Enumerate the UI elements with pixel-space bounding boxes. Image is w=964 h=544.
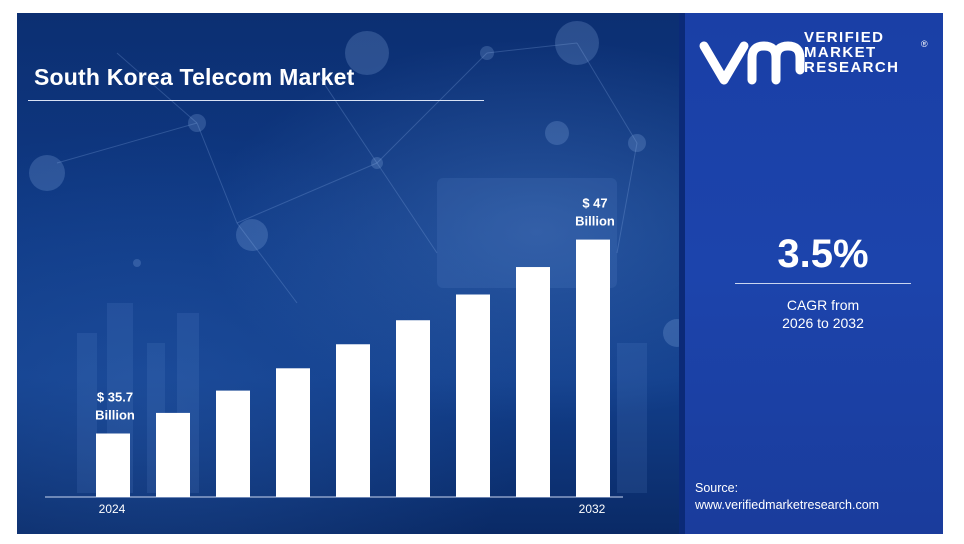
cagr-label-line-2: 2026 to 2032	[782, 315, 864, 331]
bar-unit-label-2024: Billion	[95, 408, 135, 423]
chart-title: South Korea Telecom Market	[34, 64, 355, 90]
x-tick-label-2024: 2024	[99, 502, 126, 516]
panel-divider	[679, 13, 685, 534]
bar-2024	[96, 433, 130, 497]
bar-2025	[156, 412, 190, 497]
cagr-label-line-1: CAGR from	[786, 297, 860, 313]
title-underline	[28, 100, 484, 101]
bar-2027	[276, 368, 310, 497]
cagr-label: CAGR from 2026 to 2032	[730, 296, 916, 332]
bar-2032	[576, 239, 610, 498]
cagr-divider	[735, 283, 911, 284]
brand-line-1: VERIFIED	[804, 29, 885, 46]
bar-2029	[396, 320, 430, 497]
source-label: Source:	[695, 481, 739, 495]
bar-2028	[336, 344, 370, 497]
registered-mark: ®	[921, 39, 928, 49]
bar-value-label-2024: $ 35.7	[97, 390, 133, 405]
bar-2031	[516, 267, 550, 497]
bar-2030	[456, 294, 490, 497]
bar-unit-label-2032: Billion	[575, 214, 615, 229]
bar-2026	[216, 390, 250, 497]
x-tick-label-2032: 2032	[579, 502, 606, 516]
source-url[interactable]: www.verifiedmarketresearch.com	[695, 498, 880, 512]
summary-panel	[683, 13, 943, 534]
cagr-value: 3.5%	[777, 232, 869, 276]
vmr-logo-icon	[699, 41, 805, 85]
brand-line-3: RESEARCH	[804, 59, 900, 76]
source-note: Source: www.verifiedmarketresearch.com	[695, 480, 879, 514]
brand-name: VERIFIED MARKET RESEARCH	[804, 30, 899, 75]
bar-value-label-2032: $ 47	[582, 196, 607, 211]
brand-line-2: MARKET	[804, 44, 877, 61]
